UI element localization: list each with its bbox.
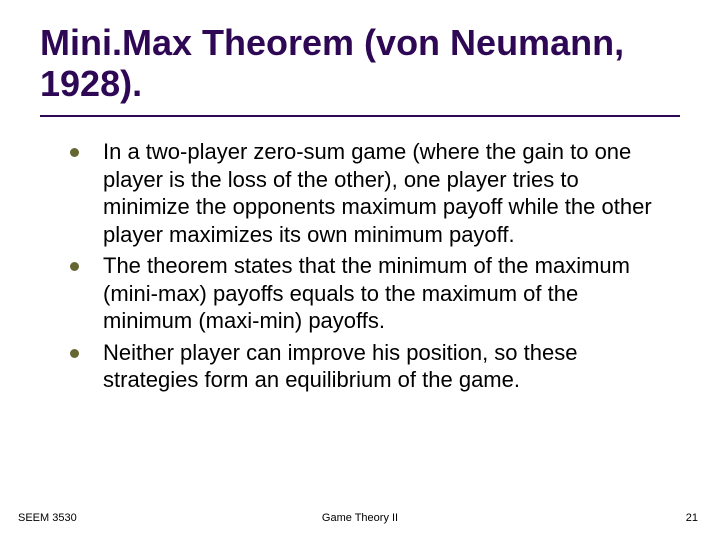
bullet-text: The theorem states that the minimum of t…	[103, 252, 660, 335]
bullet-dot-icon	[70, 349, 79, 358]
slide-body: In a two-player zero-sum game (where the…	[70, 138, 660, 398]
bullet-item: Neither player can improve his position,…	[70, 339, 660, 394]
bullet-text: Neither player can improve his position,…	[103, 339, 660, 394]
slide: Mini.Max Theorem (von Neumann, 1928). In…	[0, 0, 720, 540]
footer-center: Game Theory II	[0, 512, 720, 524]
footer-page-number: 21	[686, 512, 698, 524]
bullet-item: In a two-player zero-sum game (where the…	[70, 138, 660, 248]
bullet-dot-icon	[70, 262, 79, 271]
bullet-item: The theorem states that the minimum of t…	[70, 252, 660, 335]
bullet-dot-icon	[70, 148, 79, 157]
slide-title: Mini.Max Theorem (von Neumann, 1928).	[40, 22, 680, 117]
bullet-text: In a two-player zero-sum game (where the…	[103, 138, 660, 248]
